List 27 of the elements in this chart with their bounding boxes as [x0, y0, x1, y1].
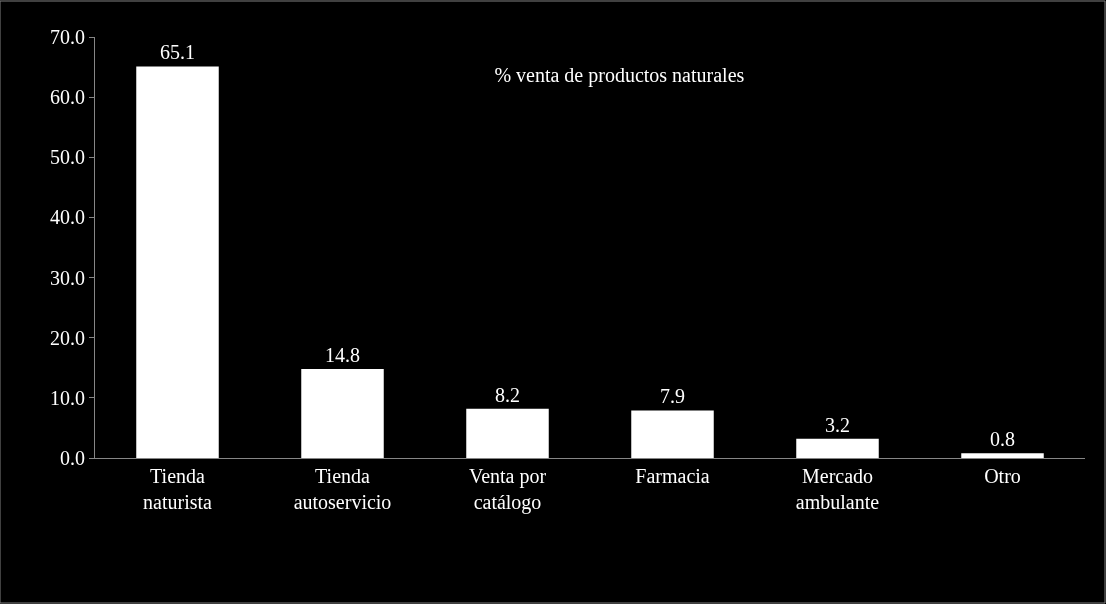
- bar: [466, 408, 549, 458]
- x-tick-label: Otro: [984, 465, 1021, 487]
- data-label: 7.9: [660, 385, 685, 408]
- y-tick-label: 30.0: [50, 266, 85, 289]
- y-tick-label: 50.0: [50, 146, 85, 169]
- bar: [301, 368, 384, 458]
- data-label: 14.8: [325, 343, 360, 366]
- bar: [796, 438, 879, 458]
- data-label: 8.2: [495, 383, 520, 406]
- x-tick-label: Mercado ambulante: [795, 465, 880, 513]
- x-tick-label: Tienda autoservicio: [293, 465, 392, 513]
- y-tick-label: 10.0: [50, 386, 85, 409]
- bar: [631, 410, 714, 458]
- data-label: 0.8: [990, 428, 1015, 451]
- y-tick-label: 40.0: [50, 206, 85, 229]
- bar: [136, 66, 219, 458]
- y-tick-label: 70.0: [50, 26, 85, 48]
- y-tick-label: 60.0: [50, 86, 85, 109]
- data-label: 65.1: [160, 41, 195, 64]
- data-label: 3.2: [825, 413, 850, 436]
- y-tick-label: 20.0: [50, 326, 85, 349]
- x-tick-label: Tienda naturista: [143, 465, 213, 513]
- y-tick-label: 0.0: [60, 447, 85, 469]
- text: % venta de productos naturales: [494, 63, 745, 87]
- x-tick-label: Farmacia: [635, 465, 710, 487]
- x-tick-label: Venta por catálogo: [468, 465, 547, 514]
- bar: [961, 453, 1044, 458]
